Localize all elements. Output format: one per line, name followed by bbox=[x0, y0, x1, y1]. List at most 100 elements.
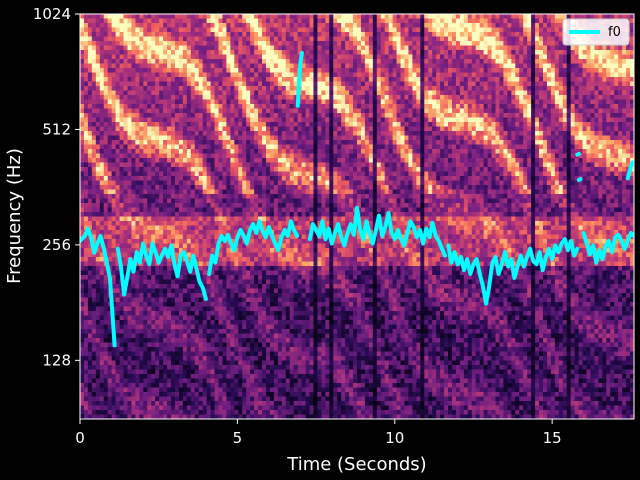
heatmap-cell bbox=[293, 171, 299, 177]
heatmap-cell bbox=[546, 99, 552, 105]
heatmap-cell bbox=[376, 158, 382, 164]
heatmap-cell bbox=[345, 54, 350, 60]
heatmap-cell bbox=[357, 18, 362, 24]
heatmap-cell bbox=[467, 81, 473, 87]
heatmap-cell bbox=[143, 27, 148, 33]
heatmap-cell bbox=[483, 126, 489, 132]
heatmap-cell bbox=[269, 32, 275, 38]
heatmap-cell bbox=[400, 167, 406, 173]
heatmap-cell bbox=[440, 27, 445, 33]
heatmap-cell bbox=[305, 167, 311, 173]
heatmap-cell bbox=[570, 86, 576, 92]
heatmap-cell bbox=[440, 32, 445, 38]
heatmap-cell bbox=[519, 122, 524, 128]
heatmap-cell bbox=[459, 90, 465, 96]
heatmap-cell bbox=[135, 144, 140, 150]
heatmap-cell bbox=[186, 104, 192, 110]
heatmap-cell bbox=[349, 104, 354, 110]
heatmap-cell bbox=[622, 117, 627, 123]
heatmap-cell bbox=[254, 59, 259, 65]
heatmap-cell bbox=[147, 77, 152, 83]
heatmap-cell bbox=[83, 117, 89, 123]
heatmap-cell bbox=[293, 113, 299, 119]
heatmap-cell bbox=[594, 54, 599, 60]
heatmap-cell bbox=[368, 77, 374, 83]
heatmap-cell bbox=[618, 153, 623, 159]
heatmap-cell bbox=[495, 158, 501, 164]
heatmap-cell bbox=[455, 18, 461, 24]
heatmap-cell bbox=[360, 50, 366, 56]
heatmap-cell bbox=[87, 81, 93, 87]
heatmap-cell bbox=[178, 135, 184, 141]
heatmap-cell bbox=[190, 126, 196, 132]
heatmap-cell bbox=[107, 18, 113, 24]
heatmap-cell bbox=[416, 171, 421, 177]
heatmap-cell bbox=[606, 81, 611, 87]
heatmap-cell bbox=[269, 140, 275, 146]
heatmap-cell bbox=[309, 32, 315, 38]
heatmap-cell bbox=[539, 99, 544, 105]
heatmap-cell bbox=[535, 68, 540, 74]
heatmap-cell bbox=[455, 104, 461, 110]
heatmap-cell bbox=[511, 27, 516, 33]
heatmap-cell bbox=[384, 18, 390, 24]
heatmap-cell bbox=[135, 41, 140, 47]
heatmap-cell bbox=[115, 32, 121, 38]
heatmap-cell bbox=[198, 54, 204, 60]
heatmap-cell bbox=[436, 108, 441, 114]
heatmap-cell bbox=[586, 108, 592, 114]
heatmap-cell bbox=[372, 158, 378, 164]
heatmap-cell bbox=[539, 162, 544, 168]
heatmap-cell bbox=[309, 59, 315, 65]
heatmap-cell bbox=[376, 149, 382, 155]
heatmap-cell bbox=[178, 45, 184, 51]
heatmap-cell bbox=[428, 153, 433, 159]
heatmap-cell bbox=[590, 95, 596, 101]
heatmap-cell bbox=[167, 167, 172, 173]
heatmap-cell bbox=[345, 72, 350, 78]
heatmap-cell bbox=[566, 63, 572, 69]
heatmap-cell bbox=[123, 144, 129, 150]
heatmap-cell bbox=[80, 27, 85, 33]
heatmap-cell bbox=[570, 77, 576, 83]
heatmap-cell bbox=[455, 14, 461, 20]
heatmap-cell bbox=[273, 135, 279, 141]
heatmap-cell bbox=[626, 108, 631, 114]
heatmap-cell bbox=[598, 104, 603, 110]
heatmap-cell bbox=[337, 113, 342, 119]
heatmap-cell bbox=[550, 95, 556, 101]
heatmap-cell bbox=[218, 122, 224, 128]
heatmap-cell bbox=[531, 153, 536, 159]
heatmap-cell bbox=[254, 23, 259, 29]
heatmap-cell bbox=[440, 149, 445, 155]
heatmap-cell bbox=[368, 63, 374, 69]
heatmap-cell bbox=[222, 108, 228, 114]
heatmap-cell bbox=[151, 149, 156, 155]
heatmap-cell bbox=[412, 45, 417, 51]
heatmap-cell bbox=[614, 149, 619, 155]
heatmap-cell bbox=[182, 68, 188, 74]
heatmap-cell bbox=[483, 86, 489, 92]
heatmap-cell bbox=[554, 77, 560, 83]
heatmap-cell bbox=[353, 131, 358, 137]
heatmap-cell bbox=[265, 36, 271, 42]
heatmap-cell bbox=[479, 95, 485, 101]
heatmap-cell bbox=[289, 68, 295, 74]
heatmap-cell bbox=[404, 63, 410, 69]
heatmap-cell bbox=[467, 41, 473, 47]
heatmap-cell bbox=[151, 158, 156, 164]
heatmap-cell bbox=[372, 36, 378, 42]
heatmap-cell bbox=[368, 59, 374, 65]
heatmap-cell bbox=[491, 162, 497, 168]
heatmap-cell bbox=[171, 99, 176, 105]
heatmap-cell bbox=[582, 167, 588, 173]
heatmap-cell bbox=[178, 171, 184, 177]
heatmap-cell bbox=[495, 167, 501, 173]
heatmap-cell bbox=[463, 149, 469, 155]
heatmap-cell bbox=[523, 68, 528, 74]
heatmap-cell bbox=[558, 63, 564, 69]
heatmap-cell bbox=[313, 45, 319, 51]
heatmap-cell bbox=[159, 140, 164, 146]
heatmap-cell bbox=[174, 122, 180, 128]
heatmap-cell bbox=[246, 77, 251, 83]
